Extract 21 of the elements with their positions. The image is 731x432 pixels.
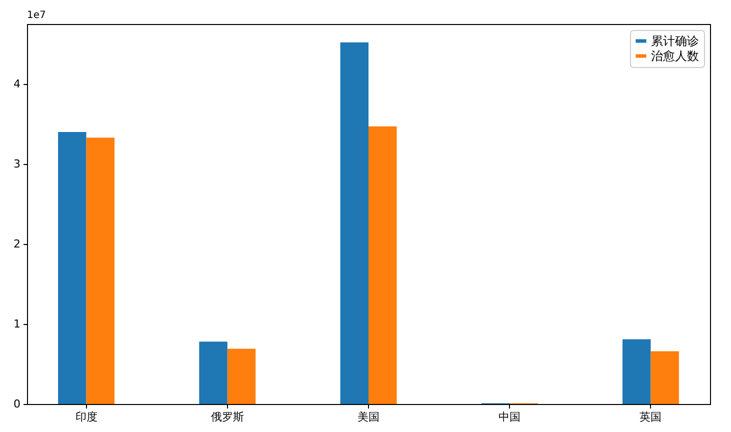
x-tick-label: 美国 xyxy=(358,410,380,424)
y-tick-label: 4 xyxy=(14,78,20,90)
x-tick-label: 英国 xyxy=(640,410,662,424)
bar xyxy=(58,132,86,404)
bar xyxy=(86,138,114,404)
bar xyxy=(622,339,651,404)
bar xyxy=(227,348,256,404)
x-tick-label: 印度 xyxy=(75,410,98,424)
y-tick-label: 3 xyxy=(14,158,20,170)
text: 1e7 xyxy=(27,10,46,21)
x-tick-label: 俄罗斯 xyxy=(210,410,244,424)
bar xyxy=(650,351,679,404)
y-tick-label: 2 xyxy=(14,238,20,250)
bar xyxy=(199,342,228,404)
bar xyxy=(340,42,368,404)
y-tick-label: 1 xyxy=(14,318,20,330)
legend-label: 治愈人数 xyxy=(651,49,699,63)
x-tick-label: 中国 xyxy=(498,410,521,424)
y-tick-label: 0 xyxy=(14,398,20,410)
bar xyxy=(368,126,397,404)
legend-label: 累计确诊 xyxy=(651,34,699,48)
